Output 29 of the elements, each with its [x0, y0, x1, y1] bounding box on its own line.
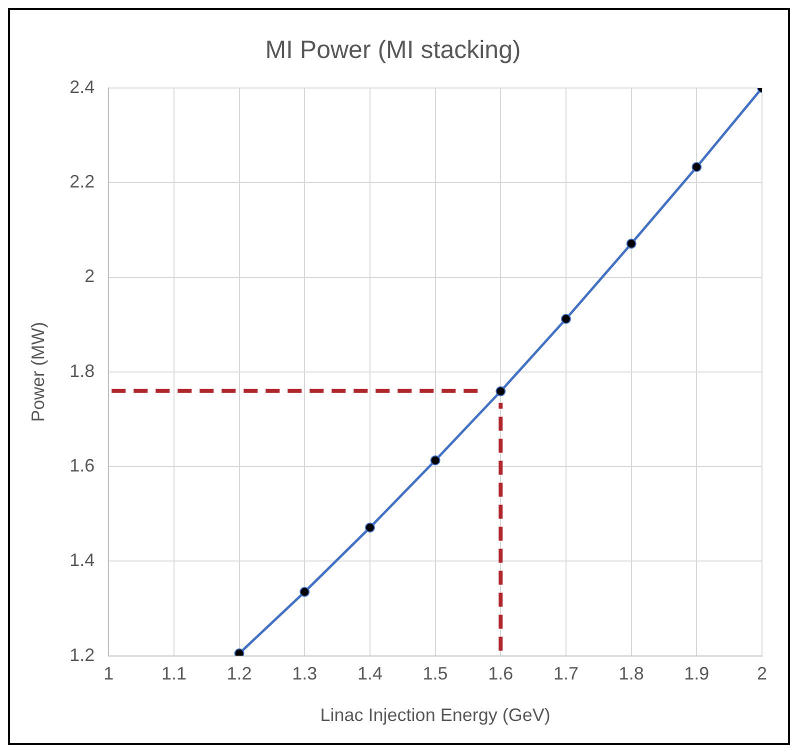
y-tick-label: 1.4: [70, 550, 95, 570]
y-tick-label: 1.8: [70, 360, 95, 381]
point: [430, 455, 440, 466]
y-tick-label: 2.2: [70, 172, 95, 192]
y-axis-title: Power (MW): [28, 322, 48, 422]
x-tick-label: 1.4: [357, 664, 382, 684]
y-tick-label: 2.4: [70, 76, 95, 97]
x-tick-label: 1.1: [161, 664, 186, 684]
point: [692, 162, 702, 172]
x-tick-label: 2: [756, 664, 768, 684]
x-tick-label: 1: [104, 664, 114, 684]
x-tick-label: 1.3: [292, 664, 318, 684]
x-axis-title: Linac Injection Energy (GeV): [320, 705, 550, 726]
chart-title: MI Power (MI stacking): [265, 36, 521, 64]
y-tick-label: 2: [84, 266, 95, 286]
x-tick-label: 1.6: [488, 664, 514, 684]
point: [234, 648, 244, 656]
y-tick-label: 1.6: [70, 456, 95, 476]
x-tick-label: 1.2: [226, 664, 252, 684]
point: [364, 522, 375, 533]
x-tick-label: 1.7: [553, 664, 578, 684]
x-tick-label: 1.8: [618, 664, 644, 684]
point: [496, 386, 506, 396]
point: [300, 586, 310, 597]
point: [626, 238, 636, 249]
x-tick-label: 1.9: [684, 664, 710, 684]
x-tick-label: 1.5: [422, 664, 448, 684]
y-tick-label: 1.2: [70, 644, 95, 665]
point: [560, 314, 571, 324]
